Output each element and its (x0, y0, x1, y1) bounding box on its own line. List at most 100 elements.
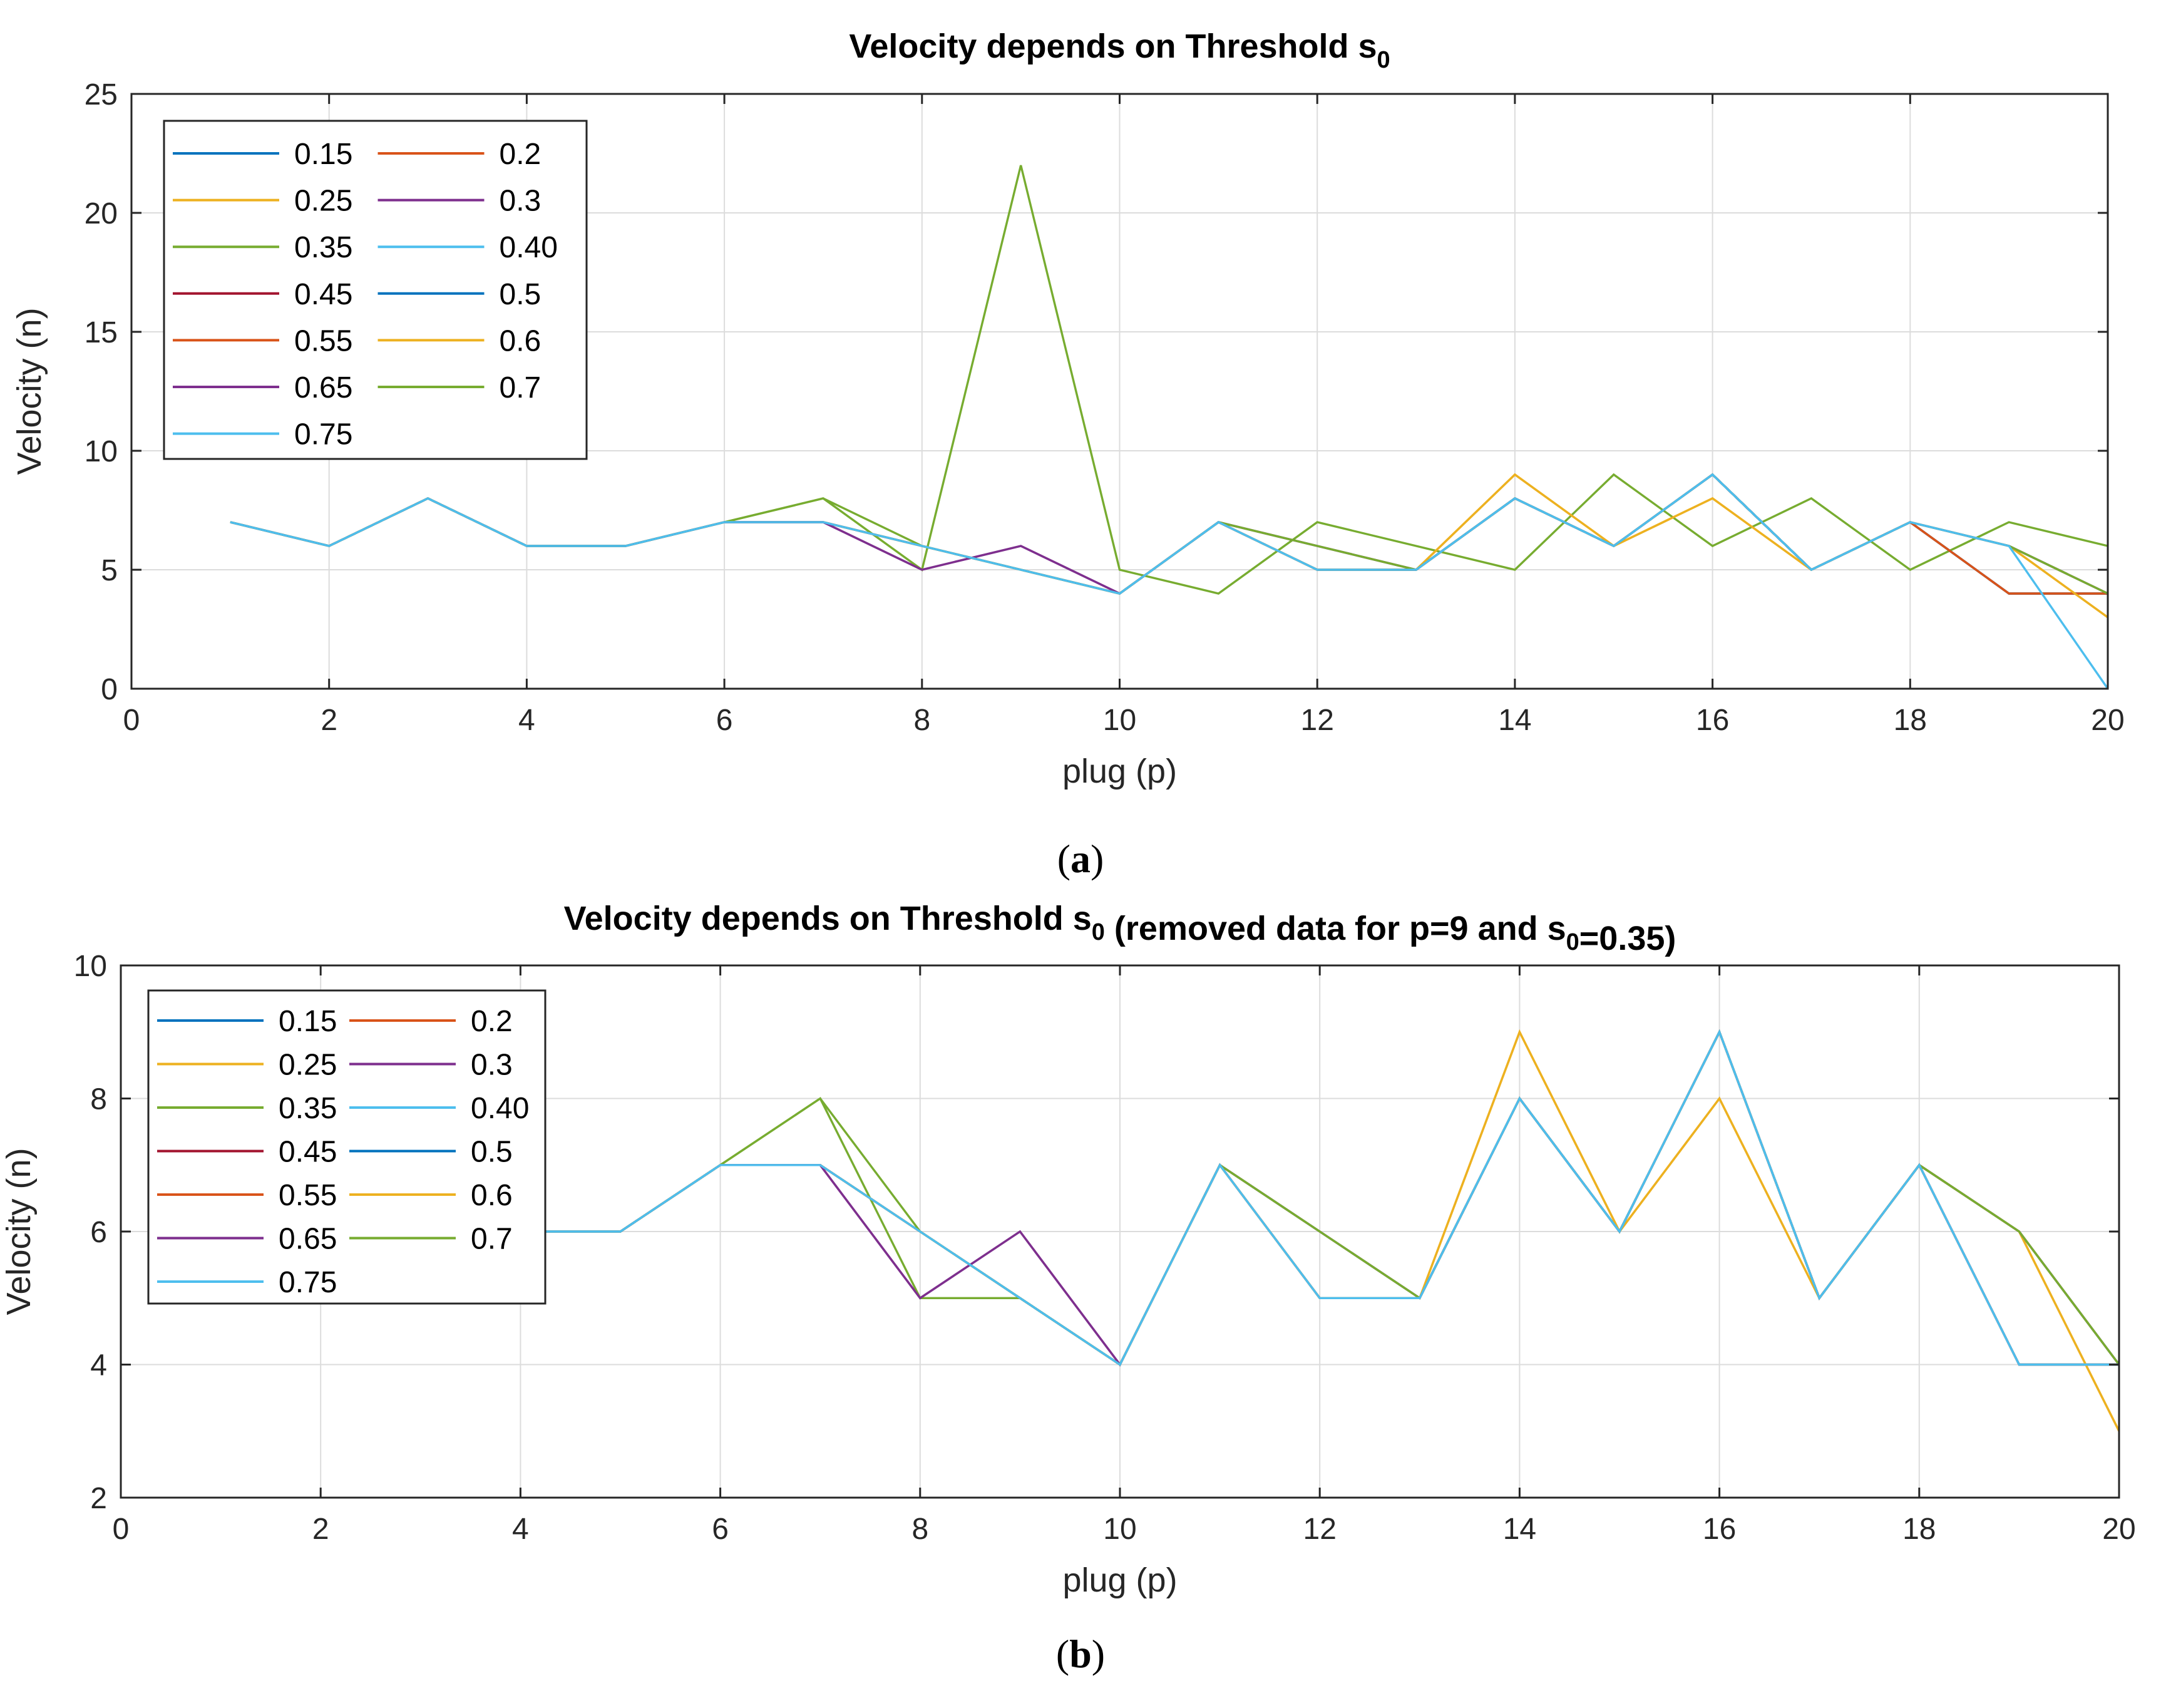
caption-b: (b) (1055, 1632, 1106, 1676)
legend-label: 0.40 (500, 231, 558, 264)
legend-label: 0.2 (500, 138, 542, 171)
legend-label: 0.7 (471, 1223, 513, 1256)
x-axis-label: plug (p) (1062, 753, 1177, 790)
x-tick-label: 4 (512, 1513, 529, 1546)
legend-item: 0.5 (349, 1136, 513, 1169)
y-tick-label: 6 (90, 1216, 107, 1249)
legend-item: 0.65 (173, 371, 352, 404)
legend-item: 0.35 (157, 1092, 337, 1125)
x-tick-label: 14 (1498, 704, 1531, 737)
legend-item: 0.3 (349, 1049, 513, 1082)
legend-item: 0.55 (173, 324, 352, 358)
legend-label: 0.75 (294, 418, 352, 451)
legend-label: 0.35 (279, 1092, 337, 1125)
x-tick-label: 2 (312, 1513, 329, 1546)
legend-item: 0.6 (377, 324, 542, 358)
legend-label: 0.35 (294, 231, 352, 264)
y-tick-label: 10 (74, 950, 107, 983)
legend-label: 0.25 (279, 1049, 337, 1082)
x-tick-label: 8 (911, 1513, 928, 1546)
legend-item: 0.2 (349, 1005, 513, 1038)
x-tick-label: 20 (2091, 704, 2124, 737)
legend-label: 0.15 (279, 1005, 337, 1038)
x-axis-label: plug (p) (1062, 1561, 1177, 1599)
legend-item: 0.25 (173, 185, 352, 218)
legend-item: 0.15 (173, 138, 352, 171)
legend-item: 0.40 (349, 1092, 529, 1125)
series-line-0.75 (230, 473, 2109, 689)
y-tick-label: 20 (85, 197, 118, 230)
legend-label: 0.2 (471, 1005, 513, 1038)
legend-label: 0.45 (294, 278, 352, 311)
caption-a: (a) (1057, 836, 1104, 881)
legend-item: 0.55 (157, 1179, 337, 1212)
legend-item: 0.45 (157, 1136, 337, 1169)
x-tick-label: 12 (1303, 1513, 1337, 1546)
legend-label: 0.6 (500, 324, 542, 358)
chart-title: Velocity depends on Threshold s0 (849, 28, 1390, 73)
legend-label: 0.40 (471, 1092, 529, 1125)
y-tick-label: 8 (90, 1083, 107, 1116)
series-lines (230, 165, 2109, 689)
x-tick-label: 12 (1301, 704, 1334, 737)
legend-item: 0.7 (349, 1223, 513, 1256)
legend-label: 0.45 (279, 1136, 337, 1169)
legend-label: 0.75 (279, 1266, 337, 1299)
x-tick-label: 0 (113, 1513, 130, 1546)
legend-item: 0.15 (157, 1005, 337, 1038)
legend-label: 0.6 (471, 1179, 513, 1212)
legend-item: 0.7 (377, 371, 542, 404)
y-tick-label: 15 (85, 316, 118, 349)
legend-label: 0.55 (279, 1179, 337, 1212)
y-tick-label: 4 (90, 1349, 107, 1382)
legend-label: 0.15 (294, 138, 352, 171)
legend-label: 0.25 (294, 185, 352, 218)
y-tick-label: 10 (85, 435, 118, 468)
legend-item: 0.45 (173, 278, 352, 311)
x-tick-label: 8 (913, 704, 930, 737)
x-tick-label: 2 (321, 704, 337, 737)
legend-item: 0.65 (157, 1223, 337, 1256)
legend-item: 0.35 (173, 231, 352, 264)
legend-label: 0.3 (471, 1049, 513, 1082)
y-tick-label: 0 (101, 673, 118, 706)
legend-item: 0.2 (377, 138, 542, 171)
y-axis-label: Velocity (n) (11, 307, 48, 475)
legend-box (147, 989, 547, 1305)
legend-item: 0.3 (377, 185, 542, 218)
x-tick-label: 14 (1503, 1513, 1536, 1546)
x-tick-label: 10 (1103, 704, 1136, 737)
chart-title: Velocity depends on Threshold s0 (remove… (564, 900, 1676, 957)
x-tick-label: 6 (716, 704, 733, 737)
x-tick-label: 18 (1894, 704, 1927, 737)
legend-item: 0.5 (377, 278, 542, 311)
y-tick-label: 5 (101, 554, 118, 587)
x-tick-label: 6 (712, 1513, 729, 1546)
legend-item: 0.75 (157, 1266, 337, 1299)
y-tick-label: 2 (90, 1482, 107, 1515)
legend-box (163, 120, 588, 460)
x-tick-label: 0 (123, 704, 140, 737)
legend-item: 0.75 (173, 418, 352, 451)
legend-label: 0.7 (500, 371, 542, 404)
chart-a: 0 2 4 6 8 10 12 14 16 18 20 0 5 10 15 20 25 plug (p) Veloc… (11, 28, 2125, 790)
legend-label: 0.5 (500, 278, 542, 311)
legend: 0.15 0.2 0.25 0.3 0.35 0.40 0.45 0.5 0.55 0.6 0.65… (147, 989, 547, 1305)
y-axis-label: Velocity (n) (0, 1148, 38, 1315)
x-tick-label: 18 (1902, 1513, 1936, 1546)
legend-item: 0.6 (349, 1179, 513, 1212)
legend: 0.15 0.2 0.25 0.3 0.35 0.40 0.45 0.5 0.55 0.6 0.65… (163, 120, 588, 460)
x-tick-label: 20 (2102, 1513, 2135, 1546)
legend-label: 0.5 (471, 1136, 513, 1169)
legend-label: 0.3 (500, 185, 542, 218)
x-tick-label: 4 (518, 704, 535, 737)
legend-label: 0.55 (294, 324, 352, 358)
legend-item: 0.40 (377, 231, 558, 264)
x-tick-label: 16 (1696, 704, 1729, 737)
x-tick-label: 10 (1103, 1513, 1136, 1546)
legend-label: 0.65 (279, 1223, 337, 1256)
x-tick-label: 16 (1703, 1513, 1736, 1546)
legend-label: 0.65 (294, 371, 352, 404)
